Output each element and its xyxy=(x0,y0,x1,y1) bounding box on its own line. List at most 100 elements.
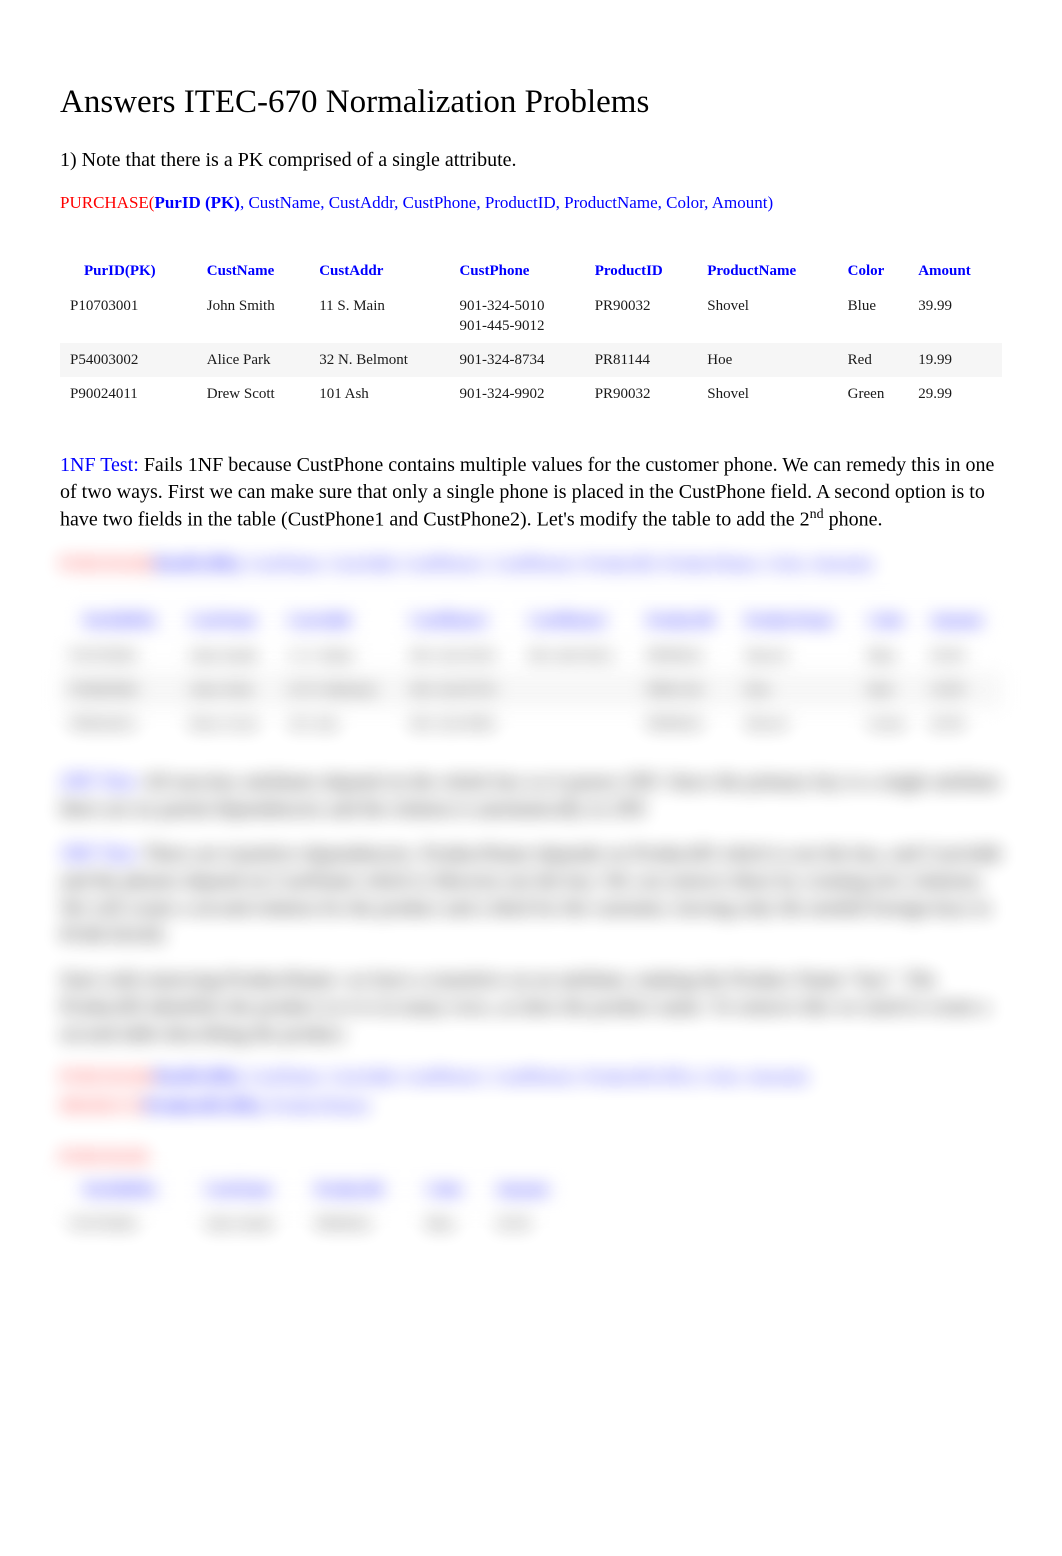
table-cell: 39.99 xyxy=(922,639,1002,673)
table-cell: PR90032 xyxy=(587,377,700,411)
table-cell: 11 S. Main xyxy=(280,639,403,673)
table-cell: P54003002 xyxy=(60,673,181,707)
table-cell: Drew Scott xyxy=(181,707,279,741)
col-header: Amount xyxy=(922,604,1002,638)
col-header: CustAddr xyxy=(311,254,451,288)
table-row: P54003002Alice Park32 N. Belmont901-324-… xyxy=(60,343,1002,377)
table-cell: 901-324-9902 xyxy=(451,377,586,411)
table-cell: Red xyxy=(860,673,922,707)
table-cell: Red xyxy=(840,343,911,377)
table-cell: PR81144 xyxy=(587,343,700,377)
col-header: Amount xyxy=(488,1173,578,1207)
table-cell: John Smith xyxy=(181,639,279,673)
col-header: PurID(PK) xyxy=(60,254,199,288)
1nf-label: 1NF Test: xyxy=(60,454,139,476)
table-row: P90024011Drew Scott101 Ash901-324-9902PR… xyxy=(60,377,1002,411)
table-row: P90024011Drew Scott101 Ash901-324-9902 PR… xyxy=(60,707,1002,741)
table-cell: John Smith xyxy=(197,1207,308,1241)
table-cell: P54003002 xyxy=(60,343,199,377)
table-cell: Shovel xyxy=(699,289,839,344)
1nf-test-paragraph: 1NF Test: Fails 1NF because CustPhone co… xyxy=(60,452,1002,534)
table-cell: PR81144 xyxy=(639,673,737,707)
table-cell: PR90032 xyxy=(639,707,737,741)
col-header: ProductID xyxy=(639,604,737,638)
col-header: CustName xyxy=(197,1173,308,1207)
table-cell: 39.99 xyxy=(488,1207,578,1241)
table-cell xyxy=(521,673,639,707)
table-cell: Shovel xyxy=(737,639,860,673)
table-cell: Blue xyxy=(418,1207,487,1241)
page-title: Answers ITEC-670 Normalization Problems xyxy=(60,80,1002,125)
purchase-table-2: PurID(PK)CustNameCustAddrCustPhone1CustP… xyxy=(60,604,1002,741)
remove-productname-paragraph: Start with removing ProductName: we have… xyxy=(60,967,1002,1048)
table-cell: P10703001 xyxy=(60,289,199,344)
table-cell: P10703001 xyxy=(60,1207,197,1241)
col-header: Color xyxy=(840,254,911,288)
1nf-sup: nd xyxy=(810,507,824,522)
table-cell: Drew Scott xyxy=(199,377,311,411)
table-cell: 901-324-8734 xyxy=(402,673,520,707)
col-header: ProductID xyxy=(587,254,700,288)
table-cell: 32 N. Belmont xyxy=(311,343,451,377)
table-cell: 901-324-9902 xyxy=(402,707,520,741)
schema-purchase-1: PURCHASE(PurID (PK), CustName, CustAddr,… xyxy=(60,192,1002,215)
col-header: CustPhone2 xyxy=(521,604,639,638)
col-header: Amount xyxy=(910,254,1002,288)
purchase-table-3: PurID(PK)CustNameProductIDColorAmount P1… xyxy=(60,1173,578,1242)
table-cell: 901-324-5010901-445-9012 xyxy=(451,289,586,344)
col-header: Color xyxy=(860,604,922,638)
col-header: ProductName xyxy=(699,254,839,288)
table-row: P10703001John Smith11 S. Main901-324-501… xyxy=(60,289,1002,344)
table-cell: Shovel xyxy=(699,377,839,411)
table-cell: PR90032 xyxy=(639,639,737,673)
table-cell: 901-324-8734 xyxy=(451,343,586,377)
table-header-row: PurID(PK)CustNameProductIDColorAmount xyxy=(60,1173,578,1207)
table-cell: 19.99 xyxy=(922,673,1002,707)
col-header: PurID(PK) xyxy=(60,604,181,638)
table-cell: Alice Park xyxy=(199,343,311,377)
table-cell: 101 Ash xyxy=(311,377,451,411)
table-cell: P90024011 xyxy=(60,377,199,411)
3nf-test-paragraph: 3NF Test: There are transitive dependenc… xyxy=(60,841,1002,949)
question-1-note: 1) Note that there is a PK comprised of … xyxy=(60,147,1002,174)
table-cell: 32 N. Belmont xyxy=(280,673,403,707)
table-cell: Blue xyxy=(840,289,911,344)
1nf-tail: phone. xyxy=(824,508,883,530)
col-header: ProductID xyxy=(307,1173,418,1207)
table-header-row: PurID(PK)CustNameCustAddrCustPhone1CustP… xyxy=(60,604,1002,638)
table-header-row: PurID(PK)CustNameCustAddrCustPhoneProduc… xyxy=(60,254,1002,288)
table-cell: Green xyxy=(860,707,922,741)
schema-pk: PurID (PK) xyxy=(154,193,239,212)
table-cell xyxy=(521,707,639,741)
table-cell: Hoe xyxy=(699,343,839,377)
table-cell: 39.99 xyxy=(910,289,1002,344)
table-cell: Blue xyxy=(860,639,922,673)
table-cell: P90024011 xyxy=(60,707,181,741)
table-cell: 901-324-5010 xyxy=(402,639,520,673)
table-row: P54003002Alice Park32 N. Belmont901-324-… xyxy=(60,673,1002,707)
purchase-table-1: PurID(PK)CustNameCustAddrCustPhoneProduc… xyxy=(60,254,1002,411)
table-cell: 29.99 xyxy=(922,707,1002,741)
col-header: CustAddr xyxy=(280,604,403,638)
col-header: CustPhone1 xyxy=(402,604,520,638)
table-cell: John Smith xyxy=(199,289,311,344)
table-cell: 19.99 xyxy=(910,343,1002,377)
table-cell: PR90032 xyxy=(587,289,700,344)
table-cell: Shovel xyxy=(737,707,860,741)
col-header: Color xyxy=(418,1173,487,1207)
table-cell: 101 Ash xyxy=(280,707,403,741)
table-cell: P10703001 xyxy=(60,639,181,673)
schema-relname: PURCHASE( xyxy=(60,193,154,212)
table-cell: Alice Park xyxy=(181,673,279,707)
col-header: CustPhone xyxy=(451,254,586,288)
col-header: ProductName xyxy=(737,604,860,638)
schema-purchase-3a: PURCHASE(PurID (PK), CustName, CustAddr,… xyxy=(60,1066,1002,1089)
col-header: CustName xyxy=(181,604,279,638)
table-cell: 29.99 xyxy=(910,377,1002,411)
schema-product-3b: PRODUCT(ProductID (PK), ProductName) xyxy=(60,1095,1002,1118)
2nf-test-paragraph: 2NF Test: All non-key attributes depend … xyxy=(60,769,1002,823)
schema-purchase-2: PURCHASE(PurID (PK), CustName, CustAddr,… xyxy=(60,553,1002,576)
schema-attrs: , CustName, CustAddr, CustPhone, Product… xyxy=(240,193,773,212)
table-cell: 11 S. Main xyxy=(311,289,451,344)
table-cell: Hoe xyxy=(737,673,860,707)
